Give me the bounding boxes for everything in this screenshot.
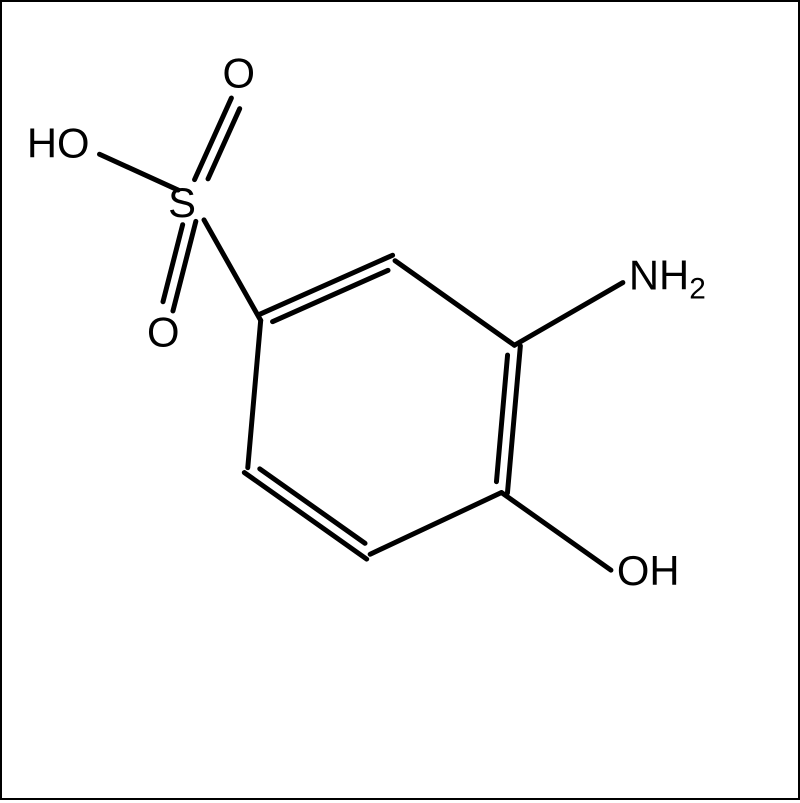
atom-label-o_dbl1: O [223, 50, 256, 97]
chemical-structure-diagram: S O O HO NH2 OH [0, 0, 800, 800]
atom-label-oh_s: HO [27, 119, 90, 166]
atoms-layer: S O O HO NH2 OH [27, 50, 706, 595]
atom-label-oh_ring: OH [617, 547, 680, 594]
atom-label-o_dbl2: O [147, 308, 180, 355]
atom-label-s: S [168, 179, 196, 226]
structure-svg: S O O HO NH2 OH [2, 2, 798, 798]
atom-label-nh2: NH2 [629, 252, 706, 306]
